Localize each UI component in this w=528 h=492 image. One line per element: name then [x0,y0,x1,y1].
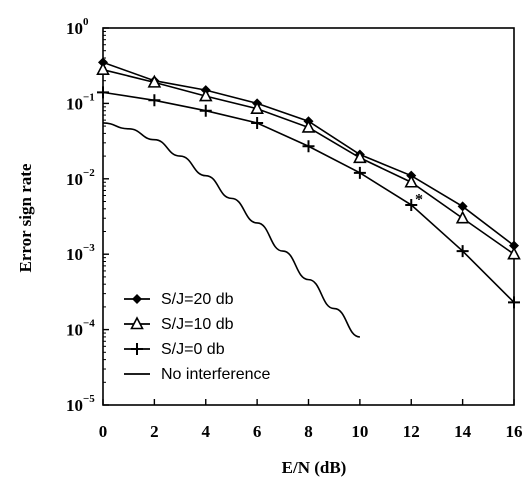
triangle-marker [147,74,162,88]
triangle-marker [455,210,470,224]
y-tick-label: 10−4 [66,318,95,340]
series-layer [96,57,521,338]
y-tick-base: 10 [66,94,83,113]
legend-label: S/J=0 db [161,341,225,358]
y-tick-exponent: −3 [83,242,95,254]
legend: S/J=20 db S/J=10 db S/J=0 db No interferenc… [124,291,270,383]
diamond-marker [132,294,142,304]
triangle-marker [353,150,367,164]
y-tick-base: 10 [66,245,83,264]
y-axis-title: Error sign rate [16,163,35,272]
series-line [102,61,515,247]
x-tick-label: 12 [403,422,420,441]
y-tick-label: 10−5 [66,393,95,415]
x-tick-label: 14 [454,422,472,441]
x-tick-label: 10 [351,422,368,441]
y-tick-base: 10 [66,321,83,340]
plus-marker [97,86,109,99]
y-tick-base: 10 [66,396,83,415]
plus-marker [131,343,143,355]
series-line [102,122,361,338]
plus-marker [405,198,418,211]
series-line [102,68,515,255]
y-tick-exponent: −4 [83,318,95,330]
legend-label: No interference [161,366,270,383]
plus-marker [199,104,212,117]
x-tick-label: 6 [253,422,262,441]
plus-marker [508,296,520,309]
legend-label: S/J=10 db [161,316,234,333]
y-tick-label: 10−1 [66,91,95,113]
annotations-layer: * [415,191,423,208]
y-tick-exponent: −2 [83,167,95,179]
y-tick-label: 100 [66,16,89,38]
x-tick-label: 2 [150,422,159,441]
y-tick-label: 10−2 [66,167,95,189]
legend-item: S/J=20 db [124,291,234,308]
diamond-marker [509,240,519,251]
legend-item: S/J=10 db [124,316,234,333]
x-axis-title: E/N (dB) [282,458,347,477]
series-s-j-0-db [97,86,520,309]
plus-marker [251,116,264,129]
triangle-marker [250,100,264,115]
y-tick-base: 10 [66,170,83,189]
series-s-j-20-db [98,57,519,251]
x-tick-label: 16 [506,422,523,441]
plus-marker [456,245,469,258]
y-tick-exponent: 0 [83,16,89,28]
triangle-marker [301,119,316,133]
y-tick-exponent: −5 [83,393,95,405]
y-tick-base: 10 [66,19,83,38]
legend-item: No interference [124,366,270,383]
triangle-marker [130,316,144,330]
y-tick-exponent: −1 [83,91,95,103]
triangle-marker [507,246,521,260]
series-no-interference [102,122,361,338]
x-tick-label: 0 [99,422,108,441]
x-tick-label: 8 [304,422,313,441]
diamond-marker [457,201,468,212]
x-tick-label: 4 [202,422,211,441]
triangle-marker [198,88,213,102]
legend-item: S/J=0 db [124,341,225,358]
annotation-text: * [415,191,423,208]
plus-marker [148,94,161,107]
triangle-marker [404,174,419,188]
series-s-j-10-db [96,61,521,260]
legend-label: S/J=20 db [161,291,234,308]
plus-marker [353,166,366,179]
plus-marker [302,140,315,153]
y-tick-label: 10−3 [66,242,95,264]
triangle-marker [96,61,110,75]
